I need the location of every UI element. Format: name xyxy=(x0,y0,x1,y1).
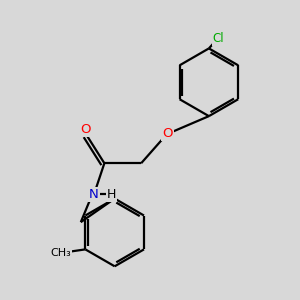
Text: N: N xyxy=(89,188,99,201)
Text: Cl: Cl xyxy=(213,32,224,45)
Text: O: O xyxy=(162,127,173,140)
Text: CH₃: CH₃ xyxy=(50,248,71,258)
Text: H: H xyxy=(107,188,116,201)
Text: O: O xyxy=(80,123,91,136)
